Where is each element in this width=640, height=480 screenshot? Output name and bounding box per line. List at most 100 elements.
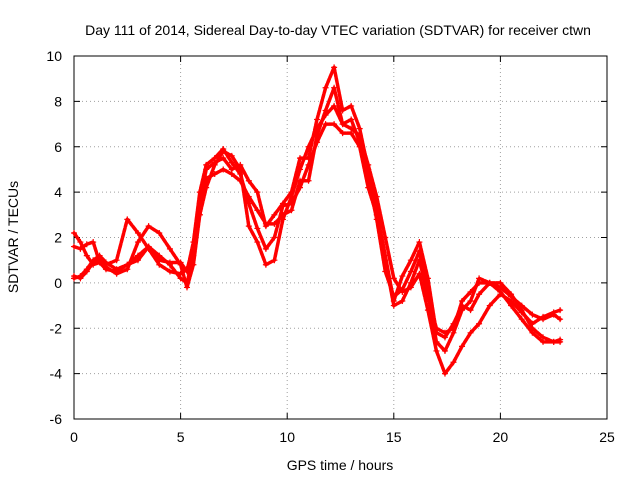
data-point <box>399 298 406 305</box>
data-point <box>467 288 474 295</box>
data-point <box>196 189 203 196</box>
series-3 <box>71 102 564 377</box>
data-point <box>305 177 312 184</box>
data-point <box>190 239 197 246</box>
data-point <box>441 347 448 354</box>
data-point <box>382 257 389 264</box>
data-point <box>399 288 406 295</box>
data-point <box>113 257 120 264</box>
data-point <box>113 266 120 273</box>
data-point <box>348 116 355 123</box>
data-point <box>382 234 389 241</box>
data-point <box>373 211 380 218</box>
x-tick-label: 5 <box>177 429 185 445</box>
data-point <box>134 229 141 236</box>
data-point <box>71 229 77 236</box>
y-tick-label: 8 <box>54 93 62 109</box>
data-point <box>96 259 103 266</box>
data-point <box>314 125 321 132</box>
y-tick-label: 4 <box>54 184 62 200</box>
data-point <box>83 241 90 248</box>
data-point <box>365 161 372 168</box>
data-point <box>322 84 329 91</box>
data-point <box>77 245 84 252</box>
data-point <box>557 307 564 314</box>
data-point <box>433 325 440 332</box>
data-point <box>145 243 152 250</box>
data-point <box>518 302 525 309</box>
data-point <box>296 166 303 173</box>
data-point <box>156 257 163 264</box>
data-point <box>322 121 329 128</box>
data-point <box>416 257 423 264</box>
data-point <box>279 202 286 209</box>
data-point <box>529 311 536 318</box>
data-point <box>166 268 173 275</box>
data-point <box>220 146 227 153</box>
data-point <box>71 275 77 282</box>
data-point <box>322 111 329 118</box>
data-point <box>348 102 355 109</box>
data-point <box>467 298 474 305</box>
data-point <box>416 248 423 255</box>
data-point <box>314 116 321 123</box>
data-point <box>557 316 564 323</box>
data-point <box>211 155 218 162</box>
data-point <box>450 325 457 332</box>
y-tick-label: -6 <box>50 411 63 427</box>
data-point <box>102 259 109 266</box>
data-point <box>467 307 474 314</box>
data-point <box>254 239 261 246</box>
data-point <box>390 275 397 282</box>
data-point <box>288 207 295 214</box>
data-point <box>486 279 493 286</box>
data-point <box>211 161 218 168</box>
data-point <box>262 245 269 252</box>
data-point <box>305 143 312 150</box>
y-tick-label: 0 <box>54 275 62 291</box>
data-point <box>228 159 235 166</box>
series-4 <box>71 121 564 336</box>
ticks: 0 5 10 15 20 25 -6 -4 -2 0 2 4 6 8 10 <box>46 48 615 445</box>
data-point <box>476 279 483 286</box>
data-point <box>177 259 184 266</box>
data-point <box>314 139 321 146</box>
data-point <box>183 268 190 275</box>
data-point <box>476 291 483 298</box>
data-point <box>90 257 97 264</box>
data-point <box>228 152 235 159</box>
data-point <box>407 268 414 275</box>
x-tick-label: 0 <box>70 429 78 445</box>
data-point <box>124 216 131 223</box>
data-point <box>134 252 141 259</box>
data-point <box>245 200 252 207</box>
data-point <box>441 329 448 336</box>
data-point <box>540 338 547 345</box>
y-tick-label: -4 <box>50 366 63 382</box>
data-point <box>416 239 423 246</box>
data-point <box>96 252 103 259</box>
data-point <box>467 329 474 336</box>
data-point <box>77 273 84 280</box>
data-point <box>203 161 210 168</box>
data-point <box>399 273 406 280</box>
x-tick-label: 10 <box>279 429 295 445</box>
y-tick-label: -2 <box>50 320 63 336</box>
data-point <box>497 284 504 291</box>
data-point <box>190 261 197 268</box>
data-point <box>271 234 278 241</box>
y-tick-label: 6 <box>54 139 62 155</box>
data-point <box>245 177 252 184</box>
data-point <box>262 220 269 227</box>
y-tick-label: 10 <box>46 48 62 64</box>
data-point <box>356 125 363 132</box>
data-point <box>254 225 261 232</box>
data-point <box>476 320 483 327</box>
data-point <box>83 252 90 259</box>
data-point <box>166 259 173 266</box>
data-point <box>550 338 557 345</box>
data-point <box>356 143 363 150</box>
data-point <box>441 370 448 377</box>
data-point <box>296 184 303 191</box>
